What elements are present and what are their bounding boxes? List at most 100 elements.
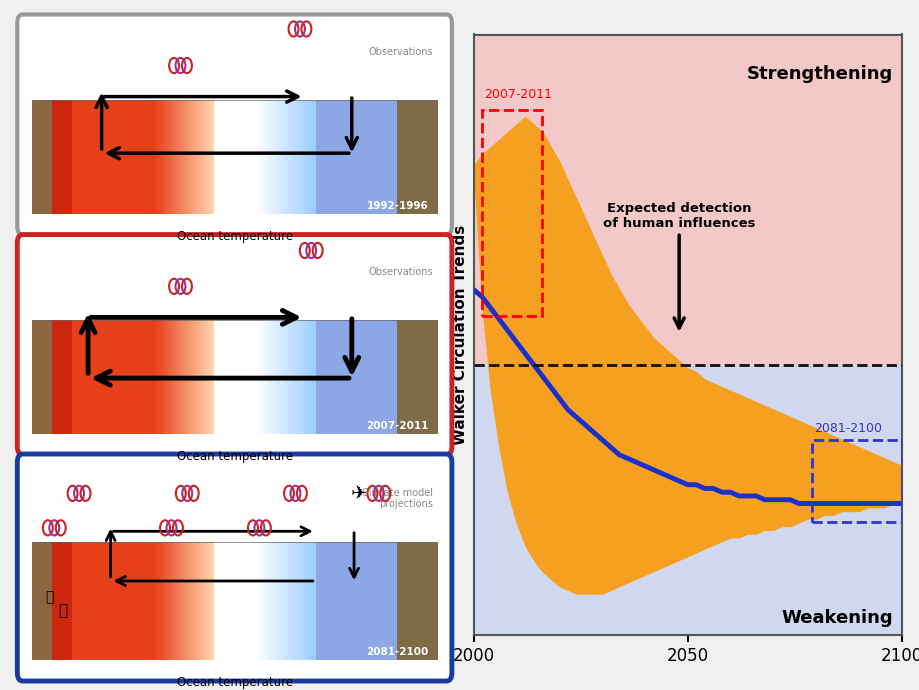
- Bar: [131, 542, 133, 660]
- Bar: [179, 320, 182, 434]
- Bar: [364, 320, 367, 434]
- Bar: [295, 542, 298, 660]
- Bar: [396, 100, 399, 214]
- Bar: [238, 542, 241, 660]
- Bar: [44, 320, 46, 434]
- Bar: [80, 100, 83, 214]
- Bar: [426, 542, 429, 660]
- Bar: [182, 100, 184, 214]
- Bar: [204, 100, 207, 214]
- Bar: [370, 320, 372, 434]
- Bar: [261, 320, 263, 434]
- Bar: [421, 320, 424, 434]
- Bar: [364, 542, 367, 660]
- Bar: [297, 320, 300, 434]
- Text: Ocean temperature: Ocean temperature: [176, 230, 292, 243]
- Bar: [95, 100, 97, 214]
- Bar: [36, 542, 39, 660]
- Bar: [108, 100, 111, 214]
- Bar: [391, 542, 392, 660]
- Bar: [196, 542, 199, 660]
- Bar: [76, 100, 79, 214]
- Bar: [433, 320, 436, 434]
- Bar: [164, 320, 165, 434]
- Bar: [413, 320, 415, 434]
- Bar: [315, 320, 318, 434]
- Bar: [100, 100, 103, 214]
- Bar: [68, 542, 71, 660]
- Bar: [277, 100, 279, 214]
- Bar: [167, 100, 170, 214]
- Bar: [162, 100, 164, 214]
- Bar: [56, 320, 59, 434]
- Bar: [347, 100, 350, 214]
- Bar: [342, 542, 345, 660]
- Bar: [322, 100, 323, 214]
- Bar: [100, 320, 103, 434]
- Bar: [248, 542, 251, 660]
- Bar: [268, 542, 271, 660]
- Bar: [228, 100, 231, 214]
- Bar: [350, 100, 352, 214]
- Bar: [251, 542, 253, 660]
- Bar: [98, 320, 101, 434]
- Bar: [119, 542, 121, 660]
- Bar: [360, 320, 362, 434]
- Bar: [204, 320, 207, 434]
- Bar: [433, 100, 436, 214]
- Bar: [386, 542, 389, 660]
- Bar: [233, 542, 234, 660]
- Bar: [421, 100, 424, 214]
- Bar: [159, 542, 162, 660]
- Bar: [340, 100, 342, 214]
- Bar: [184, 320, 187, 434]
- Bar: [275, 100, 278, 214]
- Bar: [145, 320, 148, 434]
- Bar: [374, 100, 377, 214]
- Bar: [103, 320, 105, 434]
- Bar: [214, 320, 217, 434]
- Bar: [297, 100, 300, 214]
- Bar: [202, 100, 204, 214]
- Bar: [68, 320, 71, 434]
- Bar: [281, 542, 283, 660]
- Bar: [194, 100, 197, 214]
- Bar: [127, 542, 130, 660]
- Bar: [60, 100, 62, 214]
- Bar: [142, 100, 143, 214]
- Bar: [419, 100, 421, 214]
- Bar: [88, 320, 91, 434]
- Bar: [384, 100, 387, 214]
- Bar: [165, 100, 168, 214]
- Bar: [64, 320, 66, 434]
- Bar: [246, 100, 249, 214]
- Bar: [253, 320, 255, 434]
- Bar: [473, 34, 901, 364]
- Bar: [310, 320, 312, 434]
- Bar: [143, 100, 145, 214]
- FancyBboxPatch shape: [17, 235, 451, 455]
- Bar: [317, 542, 320, 660]
- Bar: [224, 320, 227, 434]
- Bar: [86, 542, 89, 660]
- Bar: [344, 100, 346, 214]
- Bar: [281, 100, 283, 214]
- Bar: [289, 100, 291, 214]
- Bar: [50, 542, 52, 660]
- Bar: [271, 542, 273, 660]
- Bar: [327, 542, 330, 660]
- Bar: [78, 100, 81, 214]
- Bar: [238, 100, 241, 214]
- Bar: [206, 320, 209, 434]
- Bar: [255, 100, 257, 214]
- Bar: [347, 542, 350, 660]
- Bar: [88, 542, 91, 660]
- Bar: [204, 542, 207, 660]
- Bar: [139, 320, 142, 434]
- Bar: [279, 100, 281, 214]
- Bar: [251, 100, 253, 214]
- Bar: [261, 100, 263, 214]
- Bar: [376, 542, 379, 660]
- Bar: [165, 320, 168, 434]
- Bar: [404, 542, 407, 660]
